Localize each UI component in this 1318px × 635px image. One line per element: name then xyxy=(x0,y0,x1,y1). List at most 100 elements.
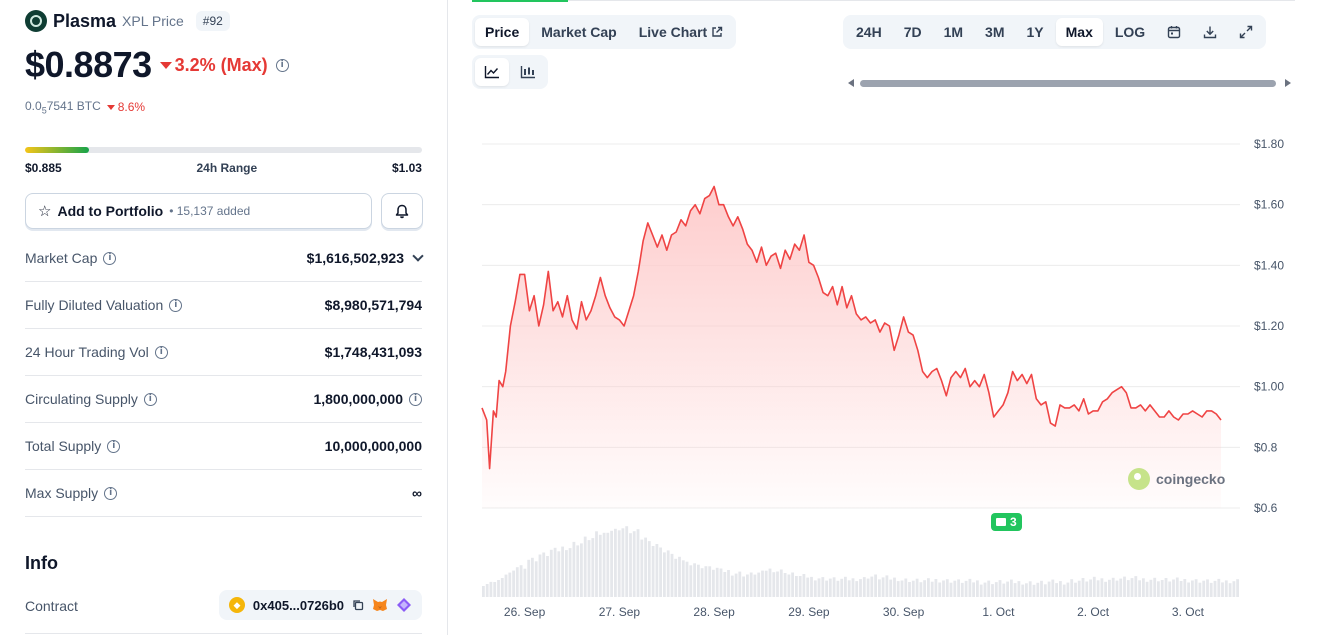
line-chart-button[interactable] xyxy=(475,58,509,86)
price-chart[interactable]: $1.80 $1.60 $1.40 $1.20 $1.00 $0.8 $0.6 26. Se… xyxy=(470,130,1300,625)
info-icon[interactable]: i xyxy=(169,298,183,312)
plasma-logo-icon xyxy=(25,10,47,32)
volume-bar xyxy=(998,580,1002,597)
volume-bar xyxy=(1149,579,1153,597)
active-section-indicator xyxy=(472,0,568,2)
scrollbar-thumb[interactable] xyxy=(860,80,1276,87)
price-line xyxy=(481,185,1222,470)
volume-bar xyxy=(1224,580,1228,597)
volume-bar xyxy=(678,556,681,597)
info-icon[interactable]: i xyxy=(143,392,157,406)
calendar-button[interactable] xyxy=(1157,18,1191,46)
volume-bar xyxy=(621,528,625,597)
scroll-left-arrow-icon[interactable] xyxy=(848,79,854,87)
volume-bar xyxy=(938,582,942,597)
volume-bar xyxy=(1066,582,1070,597)
price-alert-button[interactable] xyxy=(381,193,423,229)
coingecko-logo-icon xyxy=(1128,468,1150,490)
volume-bar xyxy=(749,572,753,597)
volume-bar xyxy=(576,545,580,597)
add-to-portfolio-button[interactable]: ☆ Add to Portfolio • 15,137 added xyxy=(25,193,372,229)
time-range-7d[interactable]: 7D xyxy=(903,24,922,40)
volume-bar xyxy=(587,540,591,597)
contract-address[interactable]: 0x405...0726b0 xyxy=(252,597,344,613)
line-chart-icon xyxy=(484,66,499,79)
volume-bar xyxy=(1179,581,1183,597)
y-tick-label: $1.60 xyxy=(1254,198,1284,212)
volume-bar xyxy=(715,567,719,597)
volume-bar xyxy=(976,580,979,597)
volume-bar xyxy=(991,584,994,597)
info-icon[interactable]: i xyxy=(275,58,289,72)
volume-bar xyxy=(1123,576,1126,597)
volume-bar xyxy=(927,578,930,597)
range-low: $0.885 xyxy=(25,161,62,175)
volume-bar xyxy=(1134,576,1138,597)
copy-icon[interactable] xyxy=(352,599,364,611)
metamask-icon[interactable] xyxy=(372,598,388,612)
time-range-24h[interactable]: 24H xyxy=(856,24,882,40)
volume-bar xyxy=(847,580,851,597)
volume-bar xyxy=(685,561,689,597)
contract-pill: ◆ 0x405...0726b0 xyxy=(218,590,422,620)
volume-bar xyxy=(632,531,636,597)
info-icon[interactable]: i xyxy=(104,486,118,500)
calendar-icon xyxy=(1167,25,1181,39)
volume-bar xyxy=(1236,579,1239,597)
info-icon[interactable]: i xyxy=(409,392,422,406)
price-change: 3.2% (Max) xyxy=(159,55,268,76)
volume-bar xyxy=(908,582,911,597)
time-range-1m[interactable]: 1M xyxy=(943,24,964,40)
time-range-log[interactable]: LOG xyxy=(1114,24,1146,40)
volume-bar xyxy=(1145,581,1149,597)
time-range-3m[interactable]: 3M xyxy=(985,24,1005,40)
volume-bar xyxy=(655,544,659,597)
volume-bar xyxy=(1160,580,1164,597)
volume-bar xyxy=(719,568,723,597)
wallet-connect-icon[interactable] xyxy=(396,597,412,613)
volume-bar xyxy=(787,574,791,597)
section-divider xyxy=(568,0,1295,1)
volume-bar xyxy=(659,547,662,597)
time-range-1y[interactable]: 1Y xyxy=(1026,24,1044,40)
info-icon[interactable]: i xyxy=(154,345,168,359)
fullscreen-button[interactable] xyxy=(1229,18,1263,46)
down-arrow-icon xyxy=(159,61,172,69)
down-arrow-icon xyxy=(106,104,115,110)
volume-bar xyxy=(625,526,629,597)
volume-bar xyxy=(911,580,915,597)
volume-bar xyxy=(1100,578,1104,597)
y-tick-label: $0.8 xyxy=(1254,440,1278,454)
tab-live-chart[interactable]: Live Chart xyxy=(629,18,733,46)
volume-bar xyxy=(1232,581,1236,597)
volume-bar xyxy=(878,579,881,597)
volume-bar xyxy=(810,576,813,597)
info-icon[interactable]: i xyxy=(107,439,121,453)
volume-bar xyxy=(1062,584,1066,597)
tab-market-cap[interactable]: Market Cap xyxy=(541,24,617,40)
candlestick-chart-button[interactable] xyxy=(511,58,545,86)
bell-icon xyxy=(395,204,409,218)
time-range-max[interactable]: Max xyxy=(1055,18,1103,46)
volume-bar xyxy=(1172,579,1175,597)
tab-price[interactable]: Price xyxy=(475,18,530,46)
volume-bar xyxy=(1081,578,1085,597)
volume-bar xyxy=(1070,579,1074,597)
volume-bar xyxy=(994,582,998,597)
chart-range-scrollbar[interactable] xyxy=(848,78,1291,88)
volume-bar xyxy=(795,576,798,597)
event-marker[interactable]: 3 xyxy=(991,513,1022,531)
volume-bar xyxy=(772,572,776,597)
stat-row: Market Cap i $1,616,502,923 xyxy=(25,235,424,282)
volume-bar xyxy=(851,578,855,597)
volume-bar xyxy=(1191,580,1194,597)
volume-bar xyxy=(783,573,787,597)
volume-bar xyxy=(636,529,640,597)
x-tick-label: 27. Sep xyxy=(599,605,641,619)
chevron-down-icon[interactable] xyxy=(412,250,424,262)
volume-bar xyxy=(844,576,847,597)
scroll-right-arrow-icon[interactable] xyxy=(1285,79,1291,87)
volume-bar xyxy=(764,570,768,597)
download-button[interactable] xyxy=(1193,18,1227,46)
info-icon[interactable]: i xyxy=(103,251,117,265)
